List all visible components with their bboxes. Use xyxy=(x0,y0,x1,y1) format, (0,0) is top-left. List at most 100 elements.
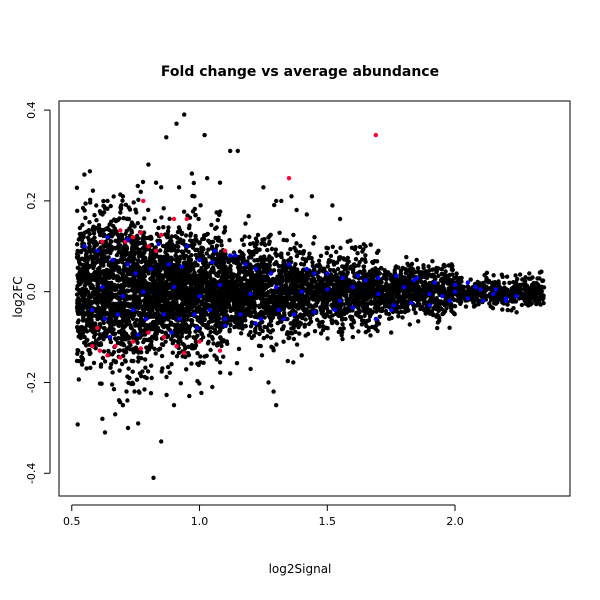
data-point xyxy=(113,246,118,251)
data-point xyxy=(292,245,297,250)
data-point xyxy=(217,238,222,244)
data-point xyxy=(94,269,99,275)
data-point xyxy=(234,285,240,290)
data-point xyxy=(216,304,221,309)
data-point xyxy=(132,389,137,394)
data-point xyxy=(96,252,102,257)
data-point xyxy=(174,262,179,267)
data-point xyxy=(344,301,349,306)
data-point xyxy=(157,346,163,351)
data-point xyxy=(225,341,230,346)
data-point xyxy=(158,248,163,253)
data-point xyxy=(188,312,194,317)
data-point xyxy=(227,274,232,279)
data-point xyxy=(262,274,267,279)
data-point xyxy=(128,302,134,307)
data-point xyxy=(91,224,96,229)
data-point xyxy=(214,243,220,248)
data-point xyxy=(221,338,226,343)
data-point xyxy=(340,316,345,321)
data-point xyxy=(318,331,324,336)
data-point xyxy=(111,358,116,363)
data-point xyxy=(344,266,349,271)
data-point xyxy=(158,316,163,321)
data-point xyxy=(117,299,123,304)
data-point xyxy=(210,239,216,244)
data-point xyxy=(355,251,360,256)
data-point xyxy=(154,302,160,307)
data-point xyxy=(316,295,321,300)
data-point xyxy=(281,301,287,307)
data-point xyxy=(276,264,282,269)
data-point xyxy=(198,203,203,208)
data-point xyxy=(206,326,211,331)
data-point xyxy=(303,317,308,322)
data-point xyxy=(331,268,336,273)
data-point xyxy=(83,303,88,308)
data-point xyxy=(116,398,122,403)
data-point xyxy=(143,323,148,329)
data-point xyxy=(239,331,244,336)
data-point xyxy=(266,264,271,270)
data-point xyxy=(96,276,101,281)
data-point xyxy=(208,296,213,301)
data-point xyxy=(187,267,192,272)
data-point xyxy=(170,269,176,274)
data-point xyxy=(211,270,216,275)
data-point xyxy=(154,336,159,341)
data-point xyxy=(325,297,331,302)
data-point xyxy=(357,260,362,265)
data-point xyxy=(109,280,114,285)
data-point xyxy=(222,225,228,230)
data-point xyxy=(136,197,141,202)
data-point xyxy=(359,302,364,307)
data-point xyxy=(213,286,218,292)
data-point xyxy=(211,341,216,346)
data-point xyxy=(208,329,213,335)
data-point xyxy=(175,240,180,245)
data-point xyxy=(291,336,297,342)
data-point xyxy=(161,265,167,270)
data-point xyxy=(268,335,274,340)
data-point xyxy=(94,218,99,223)
data-point xyxy=(193,236,198,241)
data-point xyxy=(269,316,275,321)
data-point xyxy=(97,381,103,386)
data-point xyxy=(149,321,155,326)
data-point xyxy=(217,329,222,334)
data-point xyxy=(114,305,119,310)
data-point xyxy=(131,252,136,257)
data-point xyxy=(77,231,83,237)
data-point xyxy=(219,286,224,292)
data-point xyxy=(163,250,168,255)
data-point xyxy=(237,268,243,273)
data-point xyxy=(173,244,179,249)
data-point xyxy=(329,318,334,323)
data-point xyxy=(175,308,181,313)
data-point xyxy=(159,353,165,359)
data-point xyxy=(119,329,125,334)
data-point xyxy=(294,342,300,347)
data-point xyxy=(108,290,114,295)
data-point xyxy=(361,264,366,269)
data-point xyxy=(123,336,128,342)
data-point xyxy=(128,281,133,287)
data-point xyxy=(136,389,141,394)
data-point xyxy=(320,299,326,304)
data-point xyxy=(208,347,213,353)
data-point xyxy=(92,235,97,240)
data-point xyxy=(181,209,187,214)
data-point xyxy=(264,269,269,275)
data-point xyxy=(79,362,85,367)
data-point xyxy=(143,264,148,270)
data-point xyxy=(109,303,115,308)
data-point xyxy=(226,282,231,287)
data-point xyxy=(307,255,312,261)
data-point xyxy=(170,322,175,327)
data-point xyxy=(233,297,239,302)
data-point xyxy=(140,369,145,374)
data-point xyxy=(214,343,220,348)
data-point xyxy=(339,308,345,313)
data-point xyxy=(90,228,96,233)
data-point xyxy=(179,240,185,246)
